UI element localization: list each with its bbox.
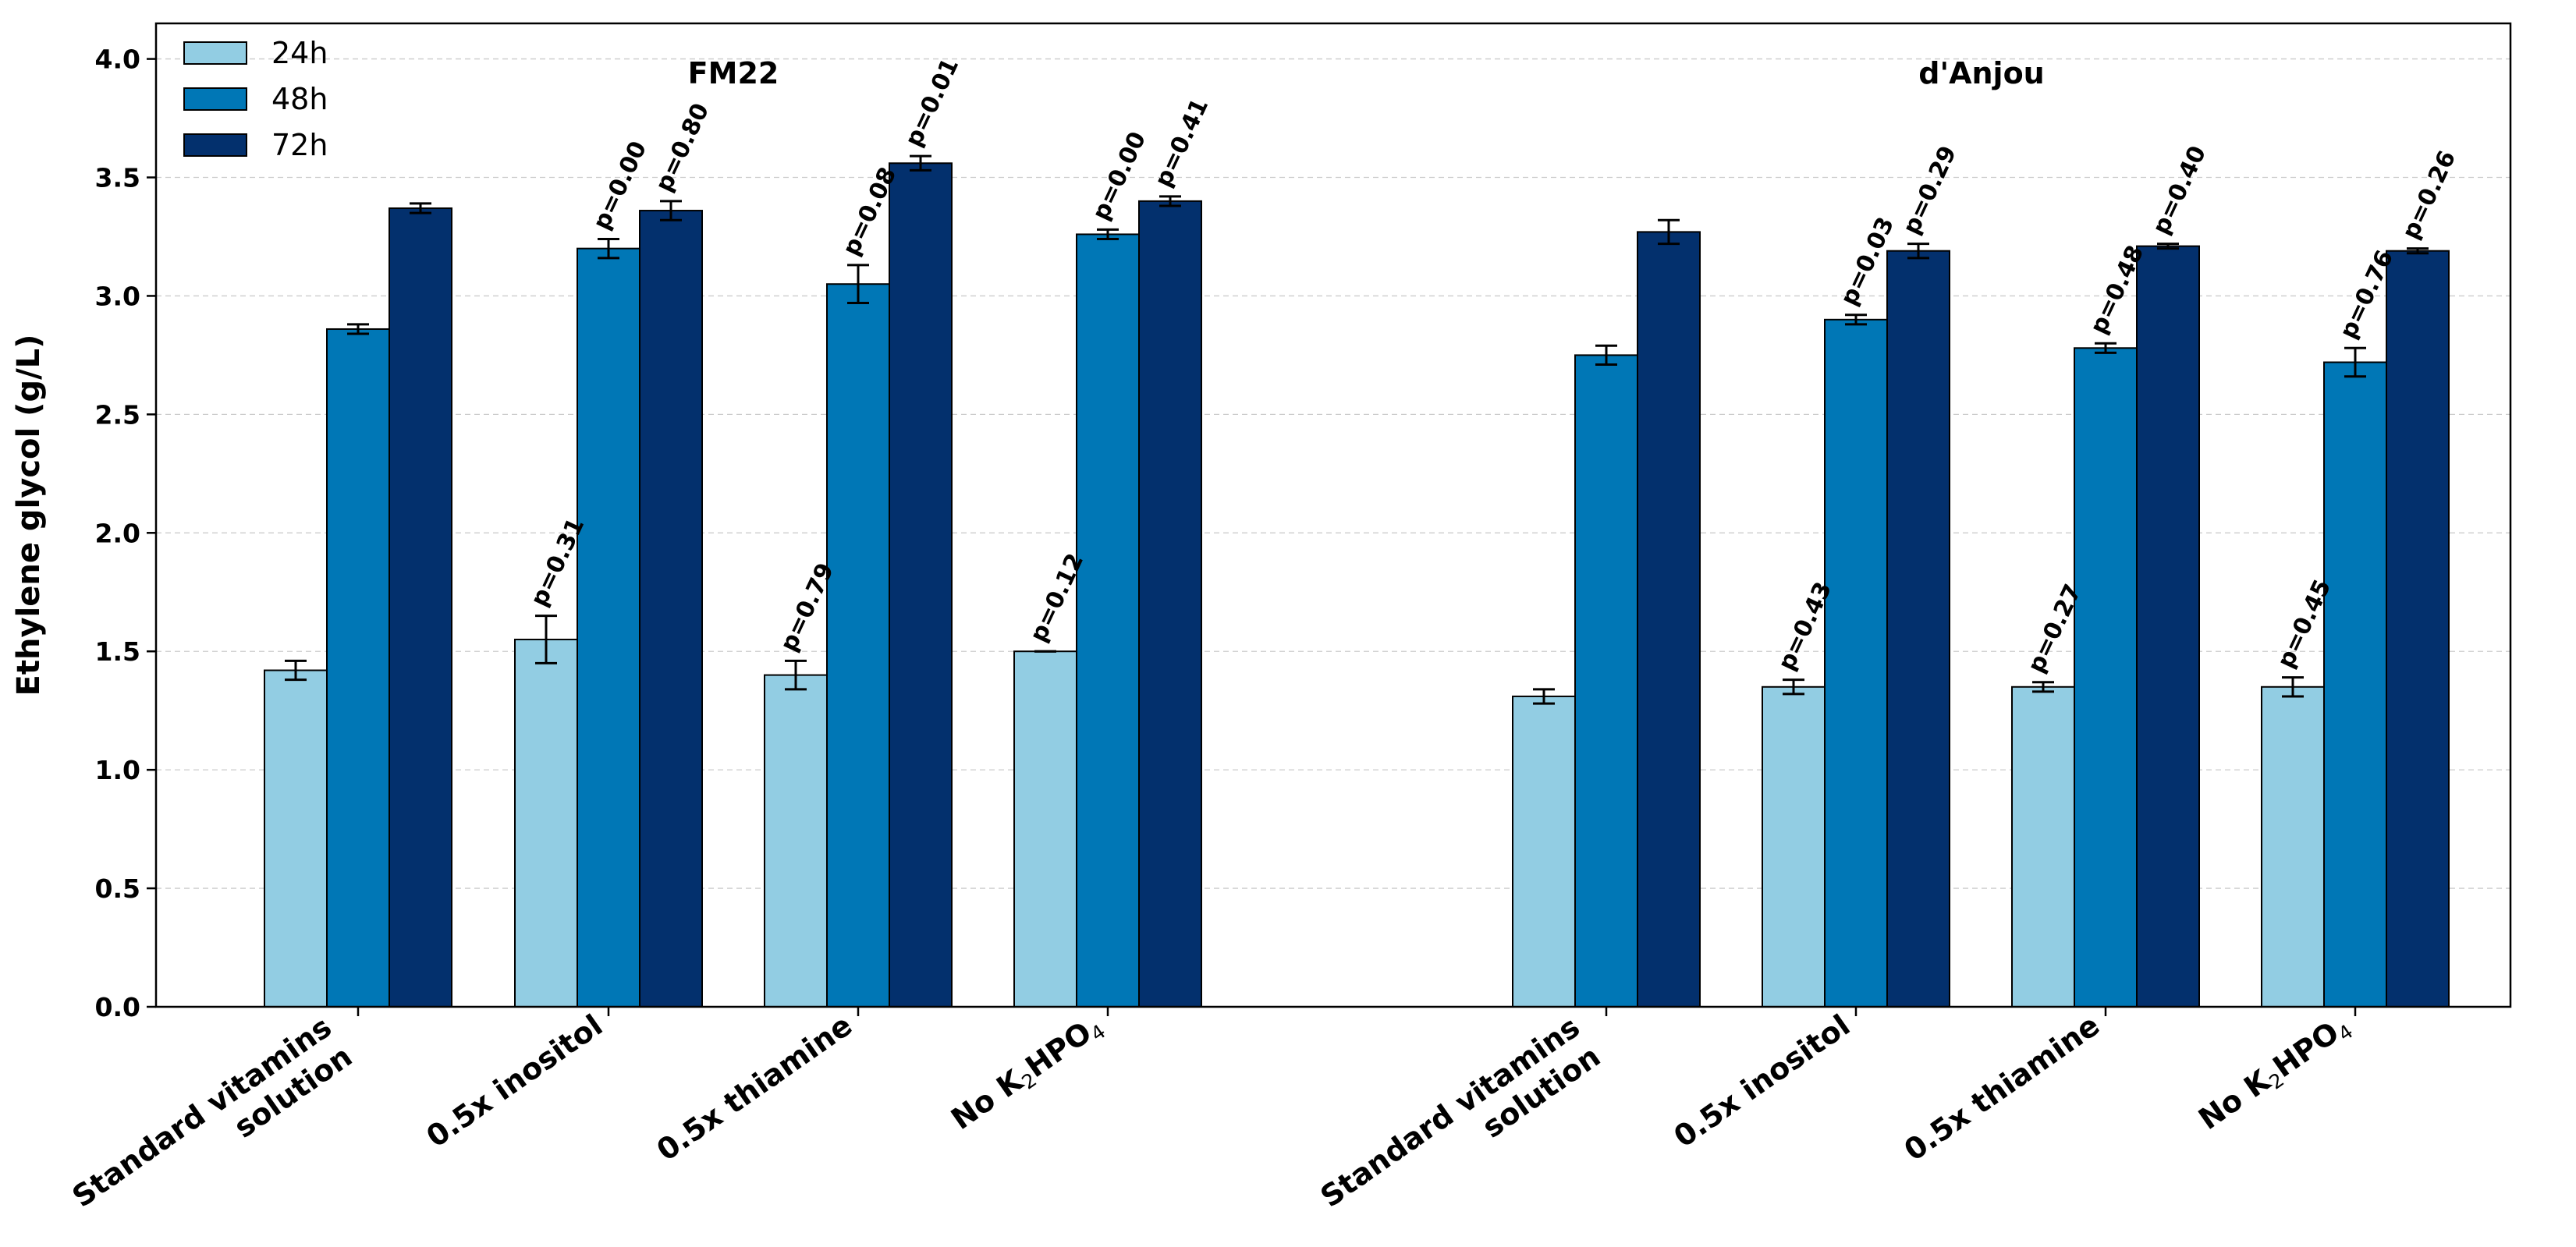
- bar-72h: [1886, 250, 1950, 1008]
- bar-72h: [1138, 200, 1202, 1008]
- y-tick-label: 0.5: [95, 873, 140, 904]
- group-title: FM22: [688, 56, 779, 90]
- bar-48h: [1574, 354, 1638, 1008]
- group-title: d'Anjou: [1918, 56, 2044, 90]
- bar-48h: [577, 247, 640, 1008]
- plot-frame: [154, 22, 2512, 1008]
- bar-24h: [514, 639, 578, 1008]
- legend-label: 72h: [271, 128, 328, 162]
- bar-24h: [764, 674, 828, 1008]
- legend: 24h 48h 72h: [183, 36, 328, 162]
- bar-48h: [326, 328, 390, 1008]
- y-tick-label: 1.0: [95, 755, 140, 785]
- y-tick-label: 1.5: [95, 636, 140, 667]
- legend-label: 24h: [271, 36, 328, 70]
- bar-24h: [1512, 695, 1576, 1008]
- bar-48h: [826, 283, 890, 1008]
- bar-24h: [2261, 685, 2325, 1008]
- y-tick-label: 2.0: [95, 518, 140, 548]
- legend-label: 48h: [271, 82, 328, 116]
- bar-48h: [2074, 347, 2138, 1008]
- bar-72h: [639, 210, 703, 1008]
- y-tick-label: 3.0: [95, 281, 140, 311]
- y-axis-title: Ethylene glycol (g/L): [11, 335, 47, 696]
- bars-layer: [264, 154, 2450, 1008]
- bar-24h: [264, 669, 328, 1008]
- bar-48h: [2323, 361, 2387, 1008]
- bar-48h: [1076, 233, 1140, 1008]
- legend-swatch-24h: [183, 41, 247, 65]
- bar-72h: [1637, 231, 1701, 1008]
- y-tick-label: 3.5: [95, 163, 140, 193]
- bar-72h: [2386, 250, 2450, 1008]
- legend-swatch-72h: [183, 133, 247, 157]
- bar-72h: [889, 162, 953, 1008]
- bar-72h: [2136, 245, 2200, 1008]
- bar-24h: [1762, 685, 1826, 1008]
- legend-swatch-48h: [183, 87, 247, 111]
- y-tick-label: 4.0: [95, 44, 140, 75]
- y-tick-label: 2.5: [95, 399, 140, 430]
- bar-48h: [1824, 318, 1888, 1008]
- y-tick-label: 0.0: [95, 992, 140, 1022]
- bar-72h: [389, 207, 452, 1008]
- axis-layer: 0.0 0.5 1.0 1.5 2.0 2.5 3.0 3.5 4.0: [95, 44, 2357, 1022]
- bar-24h: [1013, 650, 1077, 1008]
- bar-24h: [2011, 685, 2075, 1008]
